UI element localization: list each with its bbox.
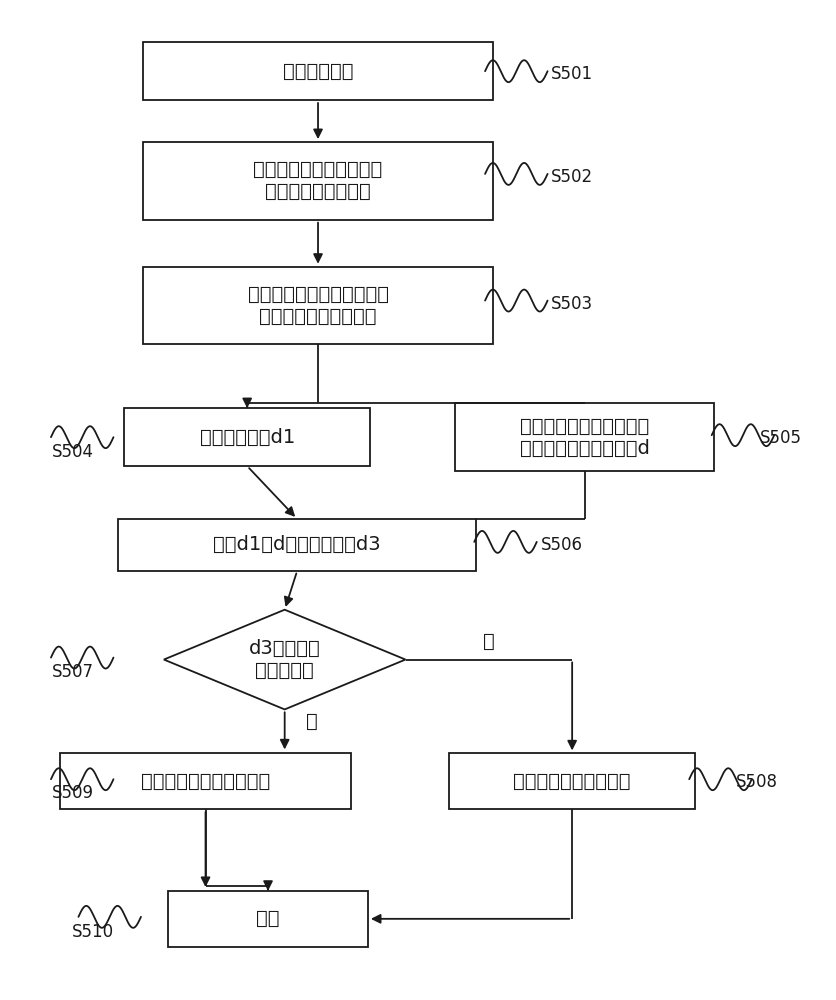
Text: S506: S506 xyxy=(541,536,583,554)
Text: S509: S509 xyxy=(51,784,94,802)
Polygon shape xyxy=(164,610,405,709)
Text: 是: 是 xyxy=(483,632,495,651)
Bar xyxy=(143,142,493,220)
Bar xyxy=(143,42,493,100)
Text: S501: S501 xyxy=(551,65,594,83)
Text: S504: S504 xyxy=(51,443,94,461)
Text: d3是否大于
预设门限值: d3是否大于 预设门限值 xyxy=(249,639,320,680)
Text: 结束: 结束 xyxy=(257,909,280,928)
Bar xyxy=(59,753,351,809)
Bar xyxy=(125,408,370,466)
Text: 计算d1与d差值的绝对值d3: 计算d1与d差值的绝对值d3 xyxy=(213,535,381,554)
Text: S503: S503 xyxy=(551,295,594,313)
Bar xyxy=(456,403,714,471)
Bar xyxy=(143,267,493,344)
Text: 天馈系统不存在下行故障: 天馈系统不存在下行故障 xyxy=(141,772,270,791)
Bar xyxy=(449,753,695,809)
Text: 获得加权距离d1: 获得加权距离d1 xyxy=(200,428,295,447)
Text: S510: S510 xyxy=(72,923,115,941)
Text: 选取无线传播模型，计算
目标小区理论覆盖距离d: 选取无线传播模型，计算 目标小区理论覆盖距离d xyxy=(520,417,650,458)
Text: 天馈系统存在下行故障: 天馈系统存在下行故障 xyxy=(513,772,631,791)
Text: S505: S505 xyxy=(760,429,802,447)
Text: S508: S508 xyxy=(737,773,778,791)
Text: S502: S502 xyxy=(551,168,594,186)
Text: 获取测量报告: 获取测量报告 xyxy=(283,62,354,81)
Bar xyxy=(118,519,477,571)
Bar xyxy=(168,891,368,947)
Text: 否: 否 xyxy=(305,712,318,731)
Text: 获取目标小区分别出现在
各主服务小区的次数: 获取目标小区分别出现在 各主服务小区的次数 xyxy=(253,160,383,201)
Text: 计算目标小区分别与各主服
务小区之间的物理距离: 计算目标小区分别与各主服 务小区之间的物理距离 xyxy=(247,285,389,326)
Text: S507: S507 xyxy=(51,663,94,681)
